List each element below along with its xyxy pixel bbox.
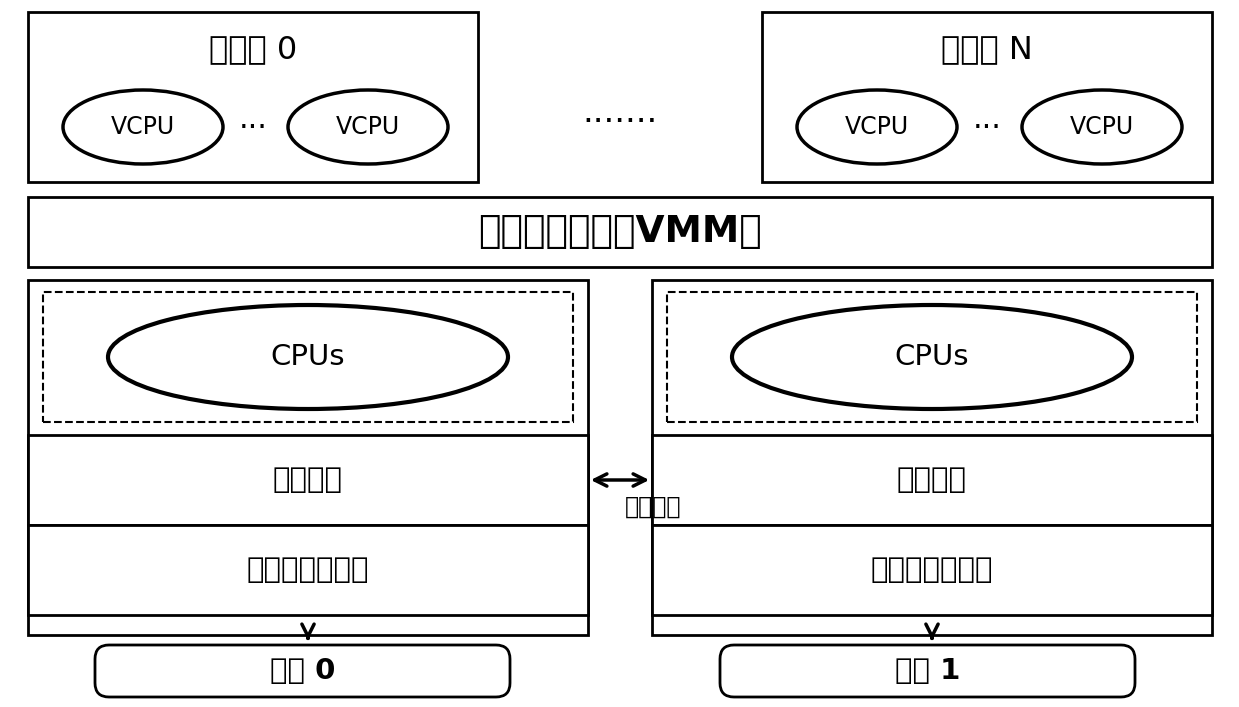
Text: 虚拟机 N: 虚拟机 N	[942, 35, 1033, 66]
Bar	[28, 435, 589, 525]
Text: 内存访问控制器: 内存访问控制器	[871, 556, 994, 584]
Text: 虚拟机 0: 虚拟机 0	[209, 35, 297, 66]
Bar	[652, 525, 1212, 615]
Text: .......: .......	[582, 95, 658, 129]
Ellipse shape	[797, 90, 957, 164]
Ellipse shape	[287, 90, 449, 164]
Text: 内存 1: 内存 1	[895, 657, 960, 685]
Bar	[28, 525, 589, 615]
FancyBboxPatch shape	[95, 645, 510, 697]
Bar	[28, 12, 478, 182]
Ellipse shape	[1022, 90, 1182, 164]
Text: 共享缓存: 共享缓存	[897, 466, 966, 494]
Text: 共享缓存: 共享缓存	[273, 466, 343, 494]
Bar	[28, 280, 589, 635]
Text: ···: ···	[239, 115, 268, 144]
Text: ···: ···	[973, 115, 1001, 144]
Bar	[43, 292, 572, 422]
Text: VCPU: VCPU	[336, 115, 400, 139]
Text: VCPU: VCPU	[1070, 115, 1134, 139]
Text: 内存访问控制器: 内存访问控制器	[247, 556, 369, 584]
FancyBboxPatch shape	[720, 645, 1135, 697]
Ellipse shape	[732, 305, 1132, 409]
Bar	[667, 292, 1197, 422]
Bar	[28, 197, 1212, 267]
Text: VCPU: VCPU	[845, 115, 909, 139]
Text: CPUs: CPUs	[271, 343, 346, 371]
Ellipse shape	[108, 305, 508, 409]
Bar	[762, 12, 1212, 182]
Text: 虚拟机监控器（VMM）: 虚拟机监控器（VMM）	[478, 214, 762, 250]
Bar	[652, 435, 1212, 525]
Text: CPUs: CPUs	[895, 343, 969, 371]
Text: 互连总线: 互连总线	[624, 495, 681, 519]
Text: 内存 0: 内存 0	[270, 657, 336, 685]
Text: VCPU: VCPU	[112, 115, 175, 139]
Ellipse shape	[63, 90, 223, 164]
Bar	[652, 280, 1212, 635]
